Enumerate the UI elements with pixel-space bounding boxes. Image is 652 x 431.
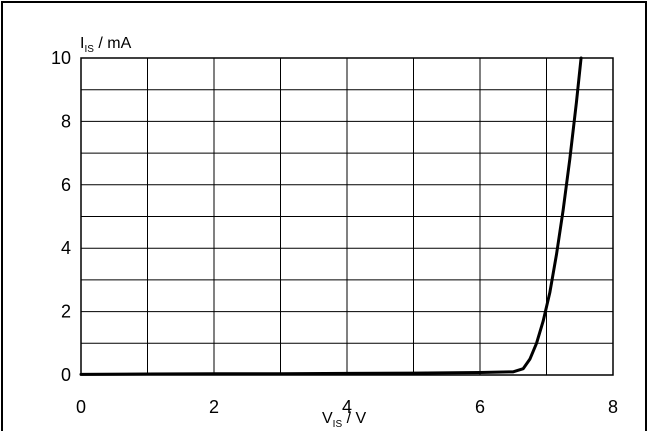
y-tick-labels: 0 2 4 6 8 10 [51, 48, 71, 385]
grid [80, 57, 614, 376]
x-tick-labels: 0 2 4 6 8 [76, 397, 618, 417]
y-tick-label: 0 [61, 365, 71, 385]
x-axis-label-main: V [322, 410, 333, 427]
x-tick-label: 4 [342, 397, 352, 417]
y-tick-label: 10 [51, 48, 71, 68]
y-axis-label-main: I [80, 35, 84, 52]
plot-area [80, 57, 614, 376]
x-axis-label: VIS / V [322, 410, 366, 428]
x-axis-label-unit: / V [342, 410, 366, 427]
y-tick-label: 8 [61, 111, 71, 131]
y-tick-label: 2 [61, 302, 71, 322]
x-axis-label-sub: IS [333, 419, 343, 428]
x-tick-label: 2 [209, 397, 219, 417]
x-tick-label: 8 [608, 397, 618, 417]
x-tick-label: 6 [475, 397, 485, 417]
y-axis-label-unit: / mA [94, 35, 132, 52]
y-tick-label: 4 [61, 238, 71, 258]
x-tick-label: 0 [76, 397, 86, 417]
y-tick-label: 6 [61, 175, 71, 195]
y-axis-label-sub: IS [84, 44, 94, 55]
y-axis-label: IIS / mA [80, 35, 132, 55]
series-line [79, 56, 583, 376]
